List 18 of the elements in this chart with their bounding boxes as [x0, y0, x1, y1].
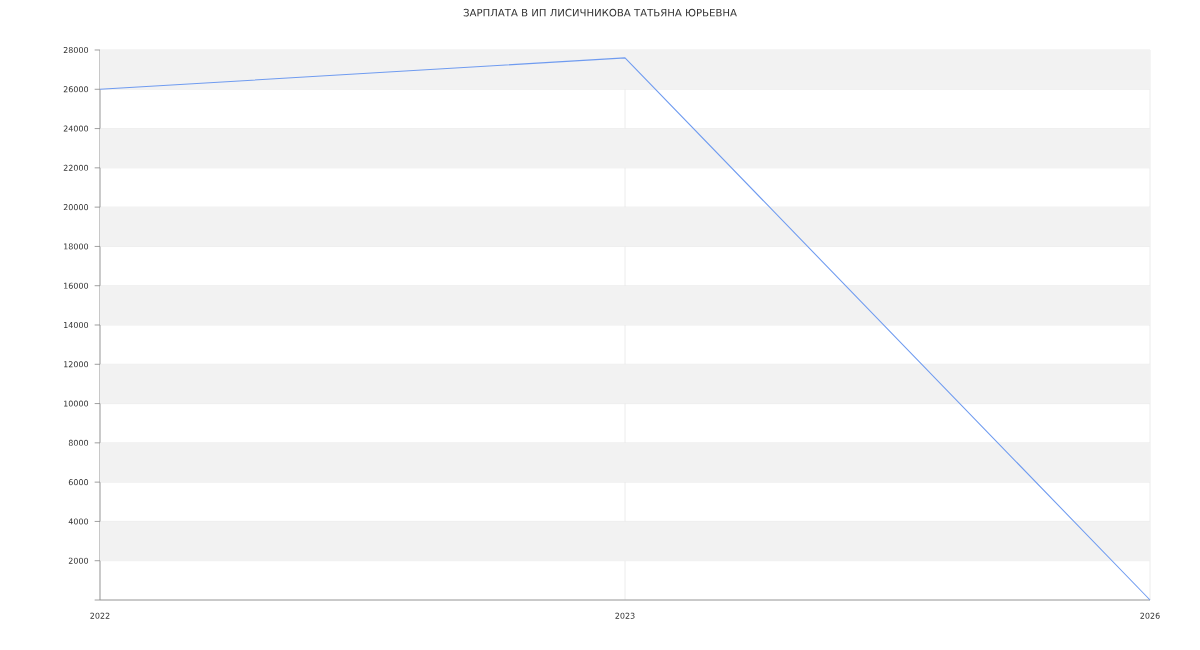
y-tick-label: 14000 [64, 321, 89, 329]
y-tick-label: 8000 [68, 439, 89, 446]
y-tick-label: 24000 [63, 125, 89, 132]
x-tick-label: 2022 [90, 612, 110, 619]
x-tick-label: 2023 [615, 612, 635, 619]
y-tick-label: 16000 [64, 282, 89, 289]
y-tick-label: 28000 [63, 46, 89, 54]
y-tick-label: 18000 [64, 243, 89, 250]
y-tick-label: 6000 [68, 479, 89, 486]
y-tick-label: 4000 [68, 518, 89, 525]
chart-title: ЗАРПЛАТА В ИП ЛИСИЧНИКОВА ТАТЬЯНА ЮРЬЕВНА [463, 8, 737, 17]
y-tick-label: 22000 [63, 164, 89, 171]
y-tick-label: 10000 [64, 400, 89, 407]
y-tick-label: 20000 [63, 204, 89, 211]
x-tick-label: 2026 [1140, 612, 1160, 619]
y-tick-label: 26000 [63, 86, 89, 93]
y-tick-label: 12000 [64, 361, 89, 368]
y-tick-label: 2000 [68, 557, 89, 564]
